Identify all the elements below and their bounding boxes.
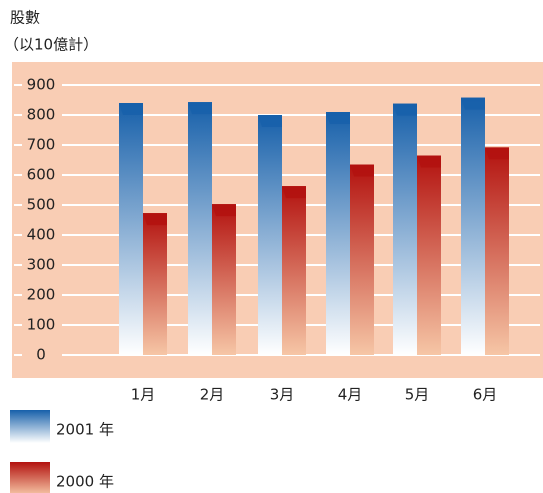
bar [188,102,212,355]
y-tick-bg [22,106,62,124]
y-axis-label: （以10億計） [4,36,98,54]
y-tick-bg [22,316,62,334]
bar [350,164,374,355]
x-tick-label: 1月 [131,386,156,404]
bar-bevel [143,213,167,226]
y-tick-bg [22,346,62,364]
bar-bevel [188,102,212,115]
bar [119,103,143,355]
bar [212,204,236,355]
y-tick-label: 700 [27,136,56,154]
y-tick-label: 0 [36,346,46,364]
x-tick-label: 4月 [338,386,363,404]
y-tick-bg [22,196,62,214]
y-tick-bg [22,256,62,274]
x-tick-label: 5月 [405,386,430,404]
bar-bevel [485,147,509,160]
y-tick-label: 400 [27,226,56,244]
bar-bevel [119,103,143,115]
y-tick-bg [22,76,62,94]
bar [326,112,350,355]
x-tick-label: 6月 [473,386,498,404]
bar [461,97,485,355]
y-tick-label: 800 [27,106,56,124]
bar-bevel [282,186,306,199]
bar [258,115,282,355]
y-tick-bg [22,166,62,184]
y-tick-label: 900 [27,76,56,94]
y-tick-label: 300 [27,256,56,274]
bar-bevel [393,103,417,116]
x-tick-label: 3月 [270,386,295,404]
legend-label: 2000 年 [56,473,114,491]
bar-bevel [212,204,236,217]
bar-bevel [326,112,350,124]
legend-label: 2001 年 [56,421,114,439]
bar [485,147,509,355]
bar-bevel [417,155,441,168]
bar [282,186,306,355]
y-tick-bg [22,286,62,304]
bar [143,213,167,355]
bar-bevel [461,97,485,110]
y-tick-label: 200 [27,286,56,304]
y-tick-bg [22,226,62,244]
y-tick-label: 600 [27,166,56,184]
chart-title: 股數 [10,9,40,27]
legend-swatch [10,410,50,443]
bar-bevel [258,115,282,127]
legend-swatch [10,462,50,493]
bar [393,103,417,355]
y-tick-bg [22,136,62,154]
bar [417,155,441,355]
bar-bevel [350,164,374,177]
y-tick-label: 100 [27,316,56,334]
y-tick-label: 500 [27,196,56,214]
x-tick-label: 2月 [200,386,225,404]
